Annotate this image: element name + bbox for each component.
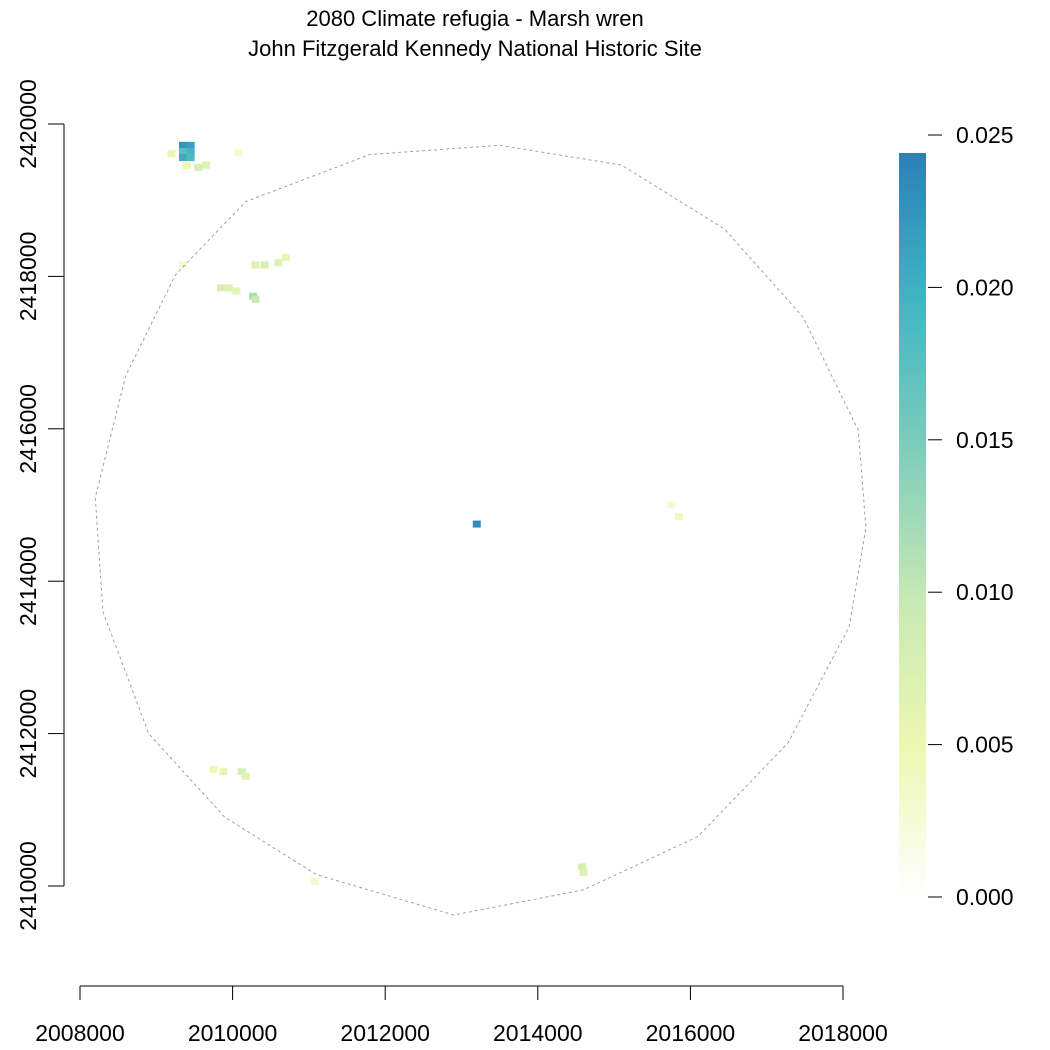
raster-cell-13: [260, 261, 269, 269]
legend-tick-label-5: 0.025: [956, 122, 1014, 148]
raster-cell-23: [209, 765, 218, 773]
raster-cell-16: [224, 284, 233, 292]
y-tick-label-1: 2412000: [15, 689, 41, 779]
raster-cell-2: [179, 147, 188, 155]
y-tick-label-0: 2410000: [15, 841, 41, 931]
raster-cell-15: [217, 284, 226, 292]
raster-cell-26: [241, 772, 250, 780]
raster-cell-28: [578, 863, 587, 871]
raster-cell-30: [472, 520, 481, 528]
legend-tick-label-1: 0.005: [956, 732, 1014, 758]
raster-cell-24: [219, 768, 228, 776]
raster-cell-22: [674, 512, 683, 520]
park-boundary: [94, 144, 867, 916]
x-tick-label-3: 2014000: [493, 1020, 583, 1046]
raster-cell-10: [234, 149, 243, 157]
chart-subtitle: John Fitzgerald Kennedy National Histori…: [248, 36, 702, 61]
raster-cell-6: [167, 150, 176, 158]
raster-cell-5: [186, 154, 195, 162]
raster-cell-1: [186, 141, 195, 149]
raster-cell-19: [251, 295, 260, 303]
x-tick-label-0: 2008000: [35, 1020, 125, 1046]
raster-cell-17: [232, 287, 241, 295]
x-tick-label-5: 2018000: [798, 1020, 888, 1046]
raster-cell-8: [182, 162, 191, 170]
y-tick-label-2: 2414000: [15, 536, 41, 626]
x-axis: 2008000 2010000 2012000 2014000 2016000 20180…: [35, 985, 888, 1046]
raster-cell-21: [667, 501, 676, 509]
raster-cell-25: [237, 768, 246, 776]
raster-cells: [167, 141, 683, 885]
raster-cell-0: [179, 141, 188, 149]
raster-cell-11: [282, 253, 291, 261]
raster-cell-3: [186, 147, 195, 155]
chart-title: 2080 Climate refugia - Marsh wren: [306, 6, 643, 31]
x-tick-label-2: 2012000: [340, 1020, 430, 1046]
y-axis: 2410000 2412000 2414000 2416000 2418000 24200…: [15, 79, 65, 931]
y-tick-label-4: 2418000: [15, 232, 41, 322]
x-tick-label-4: 2016000: [646, 1020, 736, 1046]
legend-ticks: 0.000 0.005 0.010 0.015 0.020 0.025: [928, 122, 1014, 910]
legend-tick-label-3: 0.015: [956, 427, 1014, 453]
raster-cell-9: [201, 161, 210, 169]
y-tick-label-3: 2416000: [15, 384, 41, 474]
raster-cell-4: [179, 154, 188, 162]
legend-tick-label-0: 0.000: [956, 884, 1014, 910]
raster-cell-20: [179, 261, 188, 269]
raster-cell-29: [579, 868, 588, 876]
raster-cell-12: [274, 259, 283, 267]
raster-cell-7: [194, 163, 203, 171]
color-legend: 0.000 0.005 0.010 0.015 0.020 0.025: [899, 122, 1014, 910]
legend-tick-label-2: 0.010: [956, 579, 1014, 605]
y-tick-label-5: 2420000: [15, 79, 41, 169]
raster-cell-27: [311, 877, 320, 885]
legend-tick-label-4: 0.020: [956, 274, 1014, 300]
raster-cell-14: [251, 261, 260, 269]
x-tick-label-1: 2010000: [188, 1020, 278, 1046]
legend-color-bar: [899, 153, 926, 897]
